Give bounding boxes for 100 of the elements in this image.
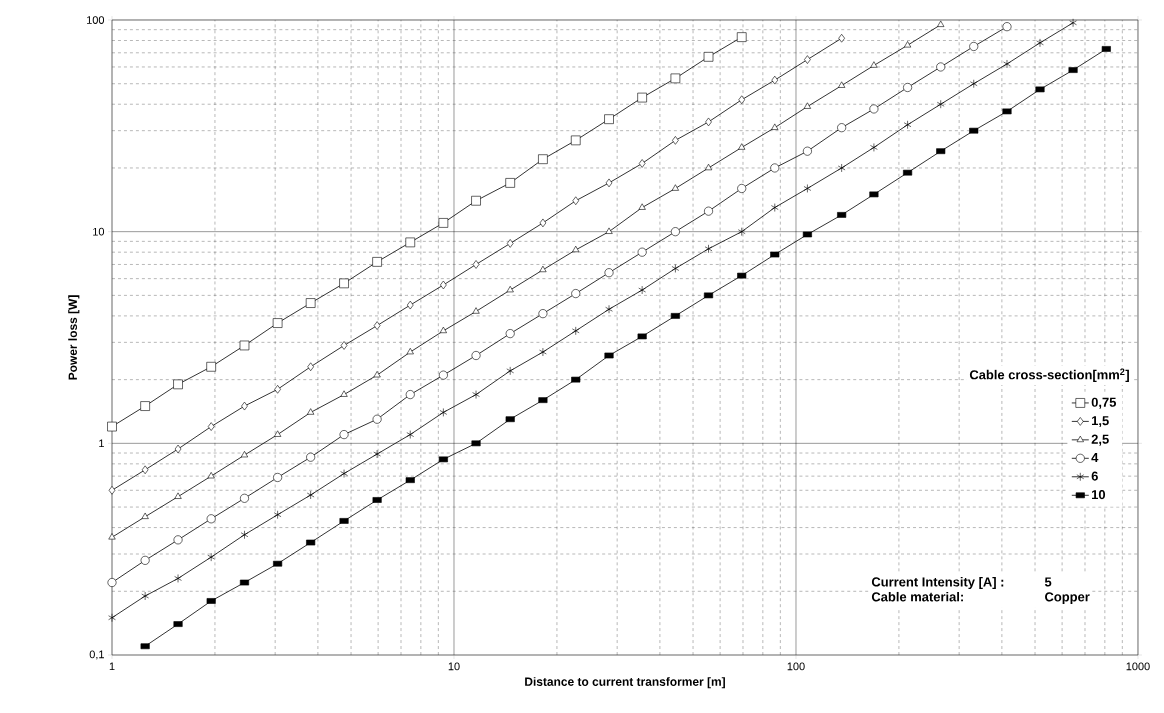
- point: [604, 114, 614, 124]
- point: [803, 184, 812, 193]
- point: [307, 362, 314, 372]
- point: [141, 512, 149, 519]
- point: [372, 414, 382, 424]
- point: [605, 227, 613, 234]
- point: [307, 408, 315, 415]
- point: [339, 430, 349, 440]
- point: [506, 239, 514, 248]
- point: [340, 469, 348, 478]
- point: [638, 159, 646, 168]
- point: [1069, 18, 1077, 28]
- point: [506, 285, 514, 293]
- point: [406, 347, 414, 355]
- point: [539, 265, 547, 273]
- point: [141, 591, 149, 601]
- x-tick-label: 10: [448, 662, 460, 671]
- annotation: Current Intensity [A] :: [871, 576, 1004, 590]
- point: [373, 321, 381, 330]
- point: [672, 136, 679, 145]
- point: [571, 289, 581, 299]
- point: [506, 366, 514, 376]
- point: [505, 329, 515, 339]
- point: [670, 73, 681, 84]
- point: [903, 120, 912, 130]
- point: [173, 379, 183, 390]
- point: [505, 178, 515, 188]
- legend-title: Cable cross-section[mm$^{2}$]: [969, 368, 1129, 382]
- point: [1036, 38, 1044, 48]
- point: [804, 55, 811, 64]
- point: [572, 245, 580, 253]
- point: [637, 247, 647, 257]
- point: [174, 492, 182, 499]
- point: [406, 300, 414, 310]
- point: [802, 146, 812, 156]
- point: [737, 183, 747, 193]
- point: [206, 361, 216, 372]
- point: [770, 163, 780, 173]
- point: [572, 196, 580, 206]
- legend-label: 6: [1091, 471, 1098, 481]
- point: [141, 465, 149, 475]
- point: [439, 408, 448, 417]
- point: [305, 298, 316, 308]
- annotation: 5: [1044, 577, 1052, 587]
- y-axis-title: Power loss [W]: [68, 295, 80, 380]
- point: [140, 555, 150, 565]
- point: [274, 385, 281, 394]
- point: [803, 102, 811, 109]
- point: [604, 268, 614, 278]
- point: [206, 514, 216, 524]
- point: [174, 444, 182, 454]
- point: [738, 95, 746, 105]
- point: [472, 307, 480, 314]
- legend-label: 10: [1092, 490, 1106, 500]
- point: [837, 123, 847, 133]
- point: [771, 203, 779, 212]
- point: [705, 117, 712, 127]
- point: [405, 390, 415, 400]
- point: [108, 613, 116, 623]
- point: [539, 347, 547, 357]
- point: [241, 401, 248, 411]
- point: [838, 33, 845, 43]
- point: [903, 82, 913, 92]
- y-tick-label: 1: [99, 439, 104, 448]
- point: [340, 390, 348, 397]
- point: [272, 318, 283, 328]
- point: [174, 574, 182, 583]
- point: [970, 79, 978, 88]
- point: [637, 92, 647, 103]
- point: [638, 285, 646, 295]
- point: [438, 370, 448, 380]
- point: [605, 178, 613, 188]
- point: [870, 143, 878, 152]
- annotation: Cable material:: [871, 591, 963, 602]
- point: [703, 52, 714, 62]
- legend-label: 1,5: [1092, 416, 1109, 428]
- point: [605, 304, 613, 314]
- x-axis-title: Distance to current transformer [m]: [525, 677, 725, 689]
- y-tick-label: 100: [87, 16, 105, 24]
- y-tick-label: 0,1: [89, 650, 104, 660]
- point: [838, 81, 846, 88]
- point: [373, 371, 381, 378]
- point: [538, 154, 548, 164]
- point: [737, 227, 746, 236]
- x-tick-label: 1: [109, 662, 115, 671]
- point: [572, 326, 580, 336]
- point: [108, 486, 116, 495]
- point: [837, 163, 846, 173]
- point: [1003, 59, 1011, 69]
- point: [273, 510, 282, 519]
- point: [471, 351, 481, 360]
- point: [771, 123, 779, 130]
- point: [670, 227, 680, 237]
- point: [936, 62, 946, 72]
- point: [306, 452, 316, 462]
- point: [340, 341, 348, 350]
- point: [704, 244, 713, 254]
- point: [439, 326, 447, 334]
- point: [538, 309, 548, 319]
- y-tick-label: 10: [93, 227, 105, 236]
